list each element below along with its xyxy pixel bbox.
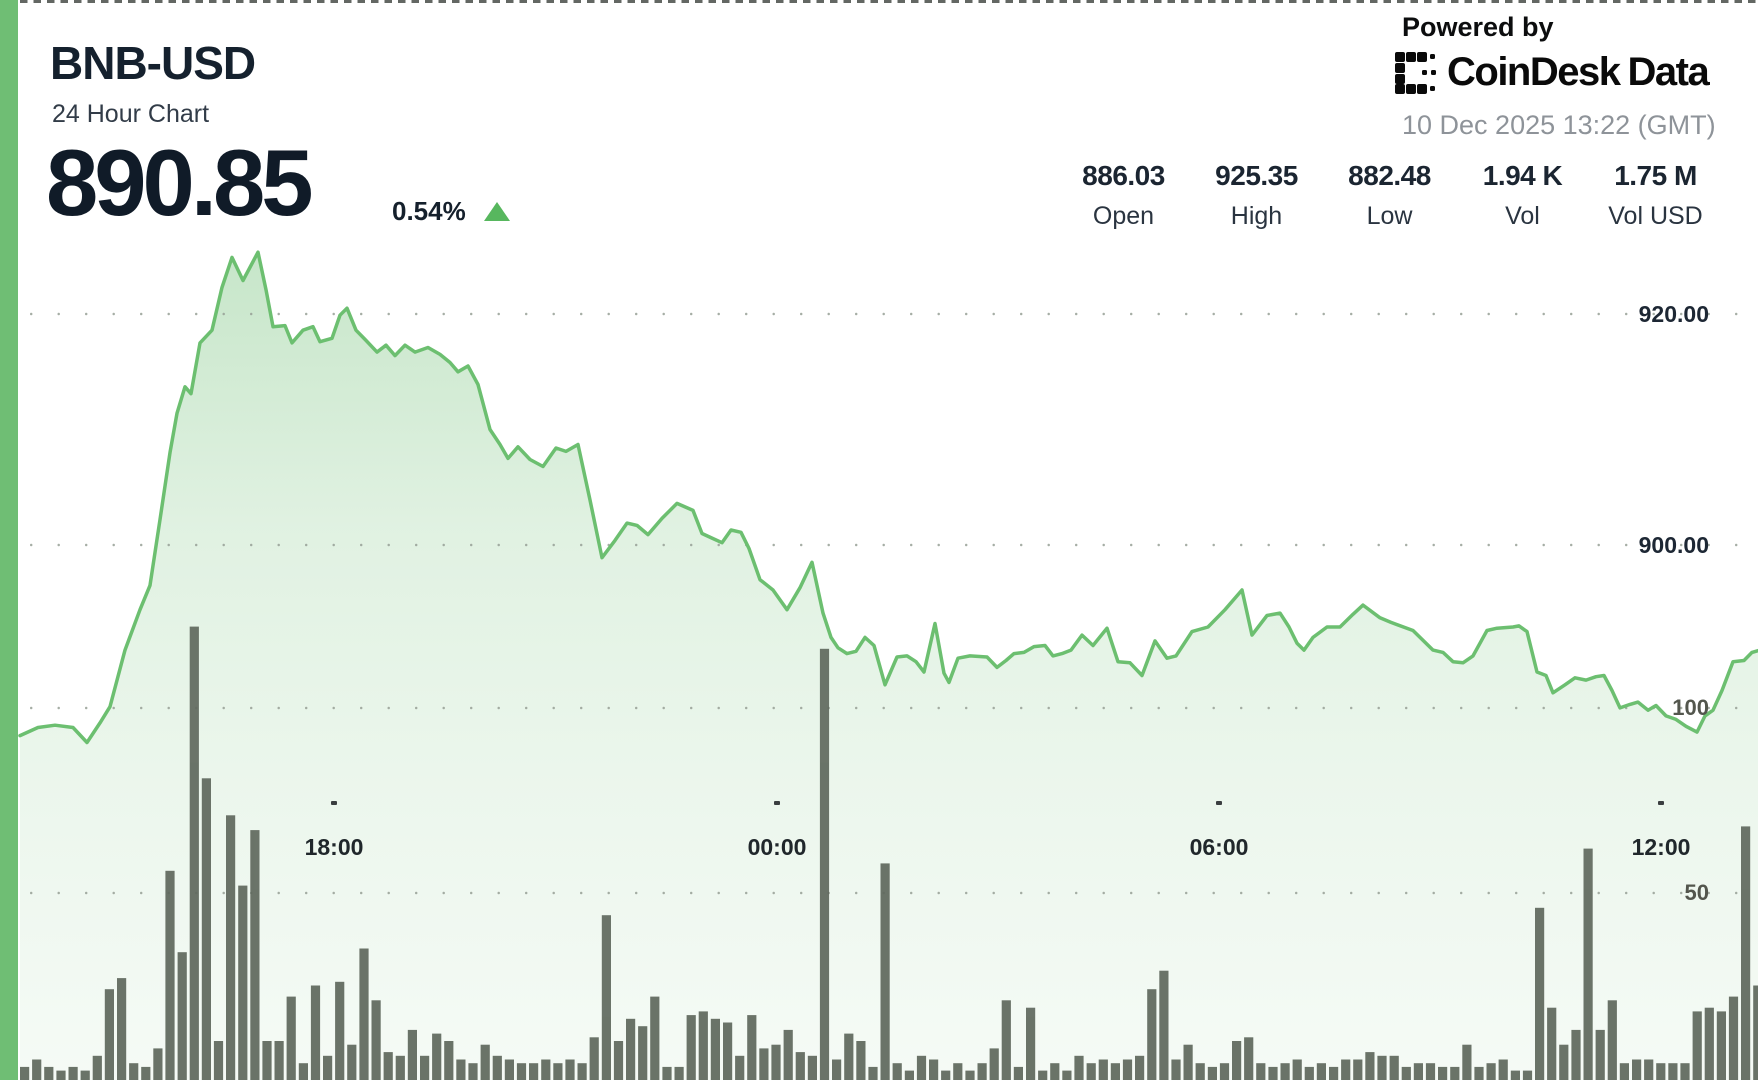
price-tick-label-900: 900.00 xyxy=(1638,532,1709,558)
time-label-0000: 00:00 xyxy=(747,834,807,860)
stat-high-value: 925.35 xyxy=(1215,160,1298,191)
brand-name-data: Data xyxy=(1627,50,1710,94)
volume-bars xyxy=(20,626,1758,1080)
time-ticks xyxy=(331,801,1664,805)
stat-low-label: Low xyxy=(1366,202,1413,230)
volume-tick-label-50: 50 xyxy=(1684,880,1709,905)
stat-vol-value: 1.94 K xyxy=(1482,160,1563,191)
ohlc-stats-row: 886.03 Open 925.35 High 882.48 Low 1.94 … xyxy=(1057,160,1722,231)
stat-vol: 1.94 K Vol xyxy=(1456,160,1589,231)
powered-by-label: Powered by xyxy=(1402,12,1554,42)
last-price: 890.85 xyxy=(46,130,314,235)
stat-high-label: High xyxy=(1230,202,1283,230)
brand-name-coindesk: CoinDesk xyxy=(1447,50,1621,94)
stat-high: 925.35 High xyxy=(1190,160,1323,231)
page-title-symbol: BNB-USD xyxy=(50,37,256,89)
price-area-fill xyxy=(20,252,1758,1080)
stat-open-label: Open xyxy=(1092,202,1155,230)
coindesk-brand: CoinDesk Data xyxy=(1394,50,1710,95)
stat-low-value: 882.48 xyxy=(1348,160,1431,191)
top-gridline xyxy=(20,0,1756,3)
stat-vol-usd-label: Vol USD xyxy=(1608,202,1703,230)
change-percent: 0.54% xyxy=(392,196,466,226)
stat-vol-usd-value: 1.75 M xyxy=(1614,160,1697,191)
chart-timestamp: 10 Dec 2025 13:22 (GMT) xyxy=(1402,110,1716,140)
change-indicator: 0.54% xyxy=(392,196,510,227)
price-tick-label-920: 920.00 xyxy=(1638,301,1709,327)
up-arrow-icon xyxy=(483,202,510,221)
time-label-0600: 06:00 xyxy=(1189,834,1249,860)
grid-dots xyxy=(30,312,1738,895)
stat-vol-usd: 1.75 M Vol USD xyxy=(1589,160,1722,231)
stat-open-value: 886.03 xyxy=(1082,160,1165,191)
stat-low: 882.48 Low xyxy=(1323,160,1456,231)
chart-subtitle: 24 Hour Chart xyxy=(52,100,210,128)
price-line xyxy=(18,250,1758,745)
volume-tick-label-100: 100 xyxy=(1672,695,1709,720)
left-accent-bar xyxy=(0,0,18,1080)
stat-vol-label: Vol xyxy=(1505,202,1540,230)
time-label-1800: 18:00 xyxy=(304,834,364,860)
time-label-1200: 12:00 xyxy=(1631,834,1691,860)
coindesk-logo-icon xyxy=(1395,51,1436,94)
stat-open: 886.03 Open xyxy=(1057,160,1190,231)
